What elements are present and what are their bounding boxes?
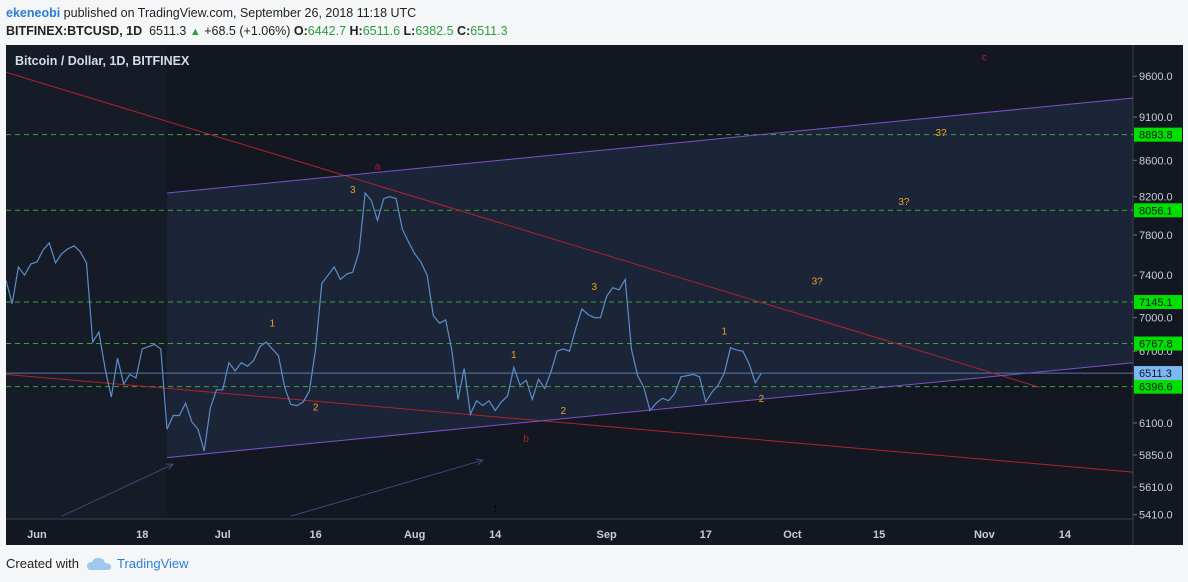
pre-channel-shade xyxy=(6,45,167,519)
x-tick-label: 18 xyxy=(136,529,148,541)
price-change: +68.5 (+1.06%) xyxy=(204,24,291,38)
level-badge xyxy=(1134,295,1182,310)
x-tick-label: 15 xyxy=(873,529,885,541)
symbol-header: BITFINEX:BTCUSD, 1D 6511.3 ▲ +68.5 (+1.0… xyxy=(6,22,508,41)
chart-frame[interactable]: 9600.0 9100.0 8600.0 8200.0 7800.0 7400.0 7000… xyxy=(5,45,1183,545)
publish-info: published on TradingView.com, September … xyxy=(63,6,417,20)
x-tick-label: Aug xyxy=(404,529,425,541)
price-chart[interactable]: 9600.0 9100.0 8600.0 8200.0 7800.0 7400.0 7000… xyxy=(5,45,1183,545)
y-tick-label: 6100.0 xyxy=(1139,418,1173,430)
last-price: 6511.3 xyxy=(149,24,187,38)
chart-title: Bitcoin / Dollar, 1D, BITFINEX xyxy=(15,54,190,68)
open-value: 6442.7 xyxy=(307,24,347,38)
x-tick-label: 14 xyxy=(1059,529,1072,541)
channel-fill xyxy=(167,98,1133,458)
descending-trendline xyxy=(5,71,1041,388)
low-label: L: xyxy=(403,24,416,38)
level-badge-label: 8056.1 xyxy=(1139,205,1173,217)
x-tick-label: 17 xyxy=(700,529,712,541)
wave-label: 3 xyxy=(350,185,356,196)
high-value: 6511.6 xyxy=(362,24,401,38)
publish-header: ekeneobi published on TradingView.com, S… xyxy=(6,4,416,22)
wave-label: 3 xyxy=(591,282,597,293)
tradingview-label: TradingView xyxy=(116,556,189,571)
level-badge xyxy=(1134,127,1182,142)
x-tick-label: Nov xyxy=(974,529,996,541)
tradingview-logo-icon xyxy=(86,557,111,570)
open-label: O: xyxy=(293,24,308,38)
level-badge-label: 7145.1 xyxy=(1139,297,1173,309)
tradingview-link[interactable]: TradingView xyxy=(86,556,189,571)
projection-arrow-2-head xyxy=(475,458,484,466)
y-tick-label: 7000.0 xyxy=(1139,313,1173,325)
level-badge-label: 6767.8 xyxy=(1139,339,1173,351)
level-badge-label: 6396.6 xyxy=(1139,382,1173,394)
y-tick-label: 5610.0 xyxy=(1139,482,1173,494)
wave-label: 1 xyxy=(722,326,728,337)
price-badge-label: 6511.3 xyxy=(1139,368,1172,380)
projection-arrow-1 xyxy=(61,463,174,517)
projection-arrow-1-head xyxy=(166,463,175,470)
wave-label: 3? xyxy=(935,128,947,139)
wave-label: 3? xyxy=(898,197,910,208)
x-tick-label: Oct xyxy=(783,529,802,541)
x-tick-label: 16 xyxy=(309,529,321,541)
y-tick-label: 9100.0 xyxy=(1139,112,1173,124)
wave-label: 1 xyxy=(269,319,275,330)
created-with-label: Created with xyxy=(6,556,79,571)
wave-label: c xyxy=(982,52,987,63)
support-trendline xyxy=(5,373,1134,473)
wave-label: 1 xyxy=(511,350,517,361)
x-tick-label: Jun xyxy=(27,529,47,541)
channel-upper-line xyxy=(166,97,1134,194)
wave-label: 2 xyxy=(561,406,567,417)
level-badge xyxy=(1134,336,1182,351)
wave-label: 2 xyxy=(313,403,319,414)
x-tick-label: 14 xyxy=(489,529,502,541)
price-line xyxy=(5,191,763,452)
x-tick-label: Sep xyxy=(597,529,617,541)
y-tick-label: 5850.0 xyxy=(1139,450,1173,462)
level-badge xyxy=(1134,203,1182,218)
y-tick-label: 7400.0 xyxy=(1139,270,1173,282)
price-badge xyxy=(1134,366,1182,381)
y-tick-label: 8200.0 xyxy=(1139,192,1173,204)
low-value: 6382.5 xyxy=(415,24,454,38)
wave-label: 3? xyxy=(812,277,824,288)
wave-label: 2 xyxy=(759,394,765,405)
high-label: H: xyxy=(349,24,363,38)
footer: Created with TradingView xyxy=(6,556,189,571)
y-tick-label: 9600.0 xyxy=(1139,71,1173,83)
projection-arrow-2 xyxy=(290,459,483,517)
wave-label: 1 xyxy=(492,504,498,515)
x-tick-label: Jul xyxy=(215,529,231,541)
y-tick-label: 5410.0 xyxy=(1139,510,1173,522)
close-label: C: xyxy=(457,24,471,38)
level-badge-label: 8893.8 xyxy=(1139,130,1173,142)
wave-label: b xyxy=(523,434,529,445)
symbol-label: BITFINEX:BTCUSD, 1D xyxy=(6,24,143,38)
author-name[interactable]: ekeneobi xyxy=(6,6,61,20)
y-tick-label: 8600.0 xyxy=(1139,155,1173,167)
close-value: 6511.3 xyxy=(470,24,508,38)
y-tick-label: 7800.0 xyxy=(1139,230,1173,242)
wave-label: a xyxy=(375,161,381,172)
level-badge xyxy=(1134,379,1182,394)
arrow-up-icon: ▲ xyxy=(189,26,201,38)
